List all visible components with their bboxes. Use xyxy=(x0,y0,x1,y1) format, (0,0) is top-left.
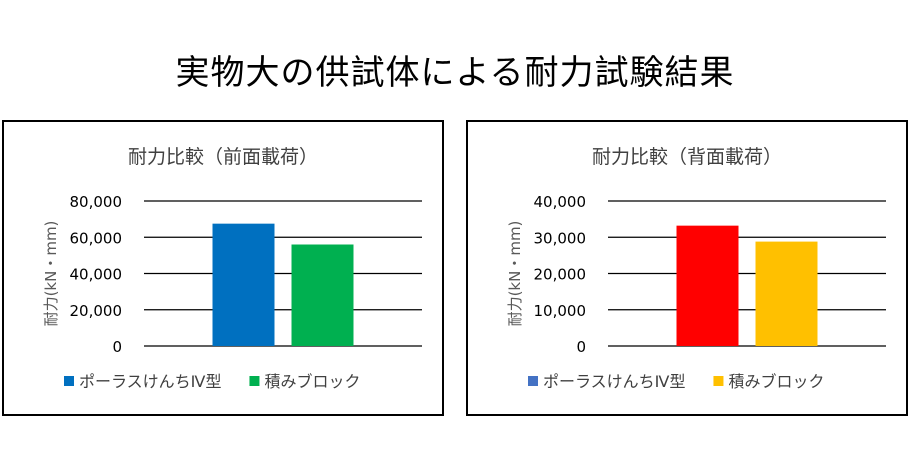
chart-front-load: 耐力比較（前面載荷） 耐力(kN・mm) 80,000 60,000 40,000 20,… xyxy=(42,146,422,391)
chart-title: 耐力比較（背面載荷） xyxy=(592,146,782,168)
chart-panel-back-load: 耐力比較（背面載荷） 耐力(kN・mm) 40,000 30,000 20,000 10,… xyxy=(466,120,908,416)
y-axis-label: 耐力(kN・mm) xyxy=(506,221,524,327)
y-tick-label: 30,000 xyxy=(534,229,587,247)
chart-back-load: 耐力比較（背面載荷） 耐力(kN・mm) 40,000 30,000 20,000 10,… xyxy=(506,146,886,391)
y-tick-label: 20,000 xyxy=(534,266,587,284)
y-tick-label: 0 xyxy=(112,338,122,356)
y-axis-label: 耐力(kN・mm) xyxy=(42,221,60,327)
y-tick-label: 60,000 xyxy=(70,229,123,247)
bar-porous-kenchi xyxy=(676,225,739,346)
chart-panel-front-load: 耐力比較（前面載荷） 耐力(kN・mm) 80,000 60,000 40,000 20,… xyxy=(2,120,444,416)
y-tick-label: 0 xyxy=(576,338,586,356)
legend-swatch xyxy=(64,376,74,386)
page-title: 実物大の供試体による耐力試験結果 xyxy=(175,53,735,93)
legend-label: ポーラスけんちⅣ型 xyxy=(543,372,685,391)
y-tick-label: 80,000 xyxy=(70,193,123,211)
bar-block xyxy=(291,244,354,346)
legend-swatch xyxy=(713,376,724,386)
legend-swatch xyxy=(249,376,260,386)
y-tick-label: 40,000 xyxy=(534,193,587,211)
y-tick-label: 40,000 xyxy=(70,266,123,284)
legend-label: ポーラスけんちⅣ型 xyxy=(79,372,221,391)
legend-label: 積みブロック xyxy=(728,372,824,391)
bar-porous-kenchi xyxy=(212,223,275,346)
bar-block xyxy=(755,241,818,346)
legend-swatch xyxy=(528,376,538,386)
y-tick-label: 10,000 xyxy=(534,302,587,320)
legend-label: 積みブロック xyxy=(264,372,360,391)
y-tick-label: 20,000 xyxy=(70,302,123,320)
chart-title: 耐力比較（前面載荷） xyxy=(128,146,318,168)
